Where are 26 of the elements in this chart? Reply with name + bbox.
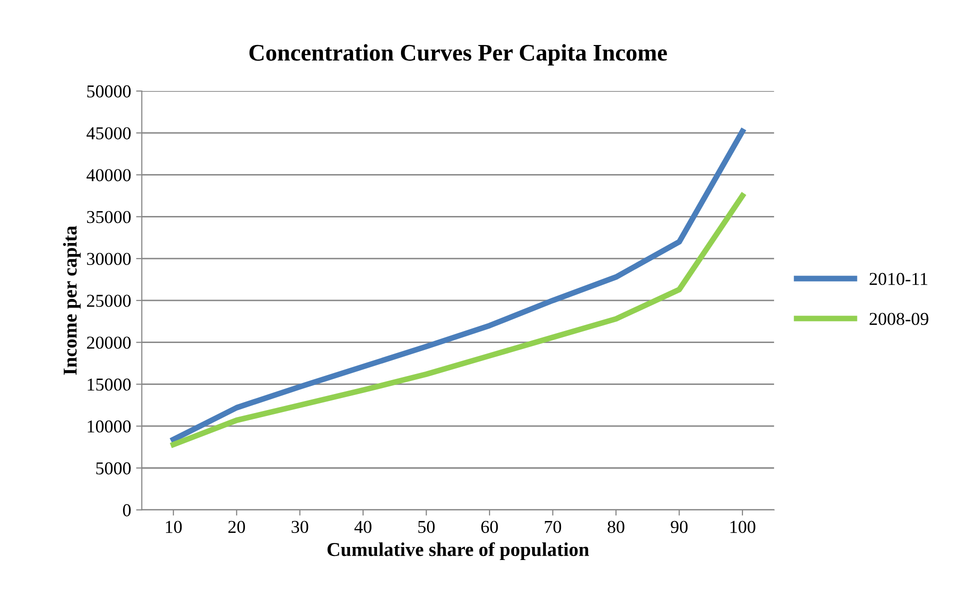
x-tick-label: 50 [418, 520, 435, 534]
y-tick-label: 0 [123, 504, 131, 516]
x-tick-label: 80 [608, 520, 624, 534]
x-tick-label: 90 [670, 520, 688, 534]
legend-label: 2008-09 [870, 312, 928, 326]
x-tick-label: 20 [228, 520, 245, 534]
x-tick-label: 30 [292, 520, 308, 534]
x-tick-label: 70 [544, 520, 562, 534]
x-tick-label: 40 [354, 520, 372, 534]
x-tick-label: 100 [730, 520, 756, 534]
legend-label: 2010-11 [870, 272, 928, 286]
y-tick-label: 40000 [86, 169, 131, 182]
x-axis-title: Cumulative share of population [328, 542, 589, 560]
y-tick-label: 35000 [87, 210, 131, 224]
chart-title: Concentration Curves Per Capita Income [249, 44, 667, 66]
y-tick-label: 10000 [88, 420, 131, 433]
x-tick-label: 60 [481, 520, 498, 534]
y-tick-label: 30000 [87, 252, 131, 266]
y-tick-label: 50000 [87, 85, 131, 98]
y-tick-label: 20000 [87, 336, 131, 349]
y-tick-label: 5000 [96, 462, 131, 474]
y-tick-label: 25000 [87, 294, 131, 307]
y-axis-title: Income per capita [63, 226, 81, 375]
y-tick-label: 45000 [86, 127, 131, 140]
x-tick-label: 10 [166, 520, 182, 534]
y-tick-label: 15000 [88, 378, 131, 391]
